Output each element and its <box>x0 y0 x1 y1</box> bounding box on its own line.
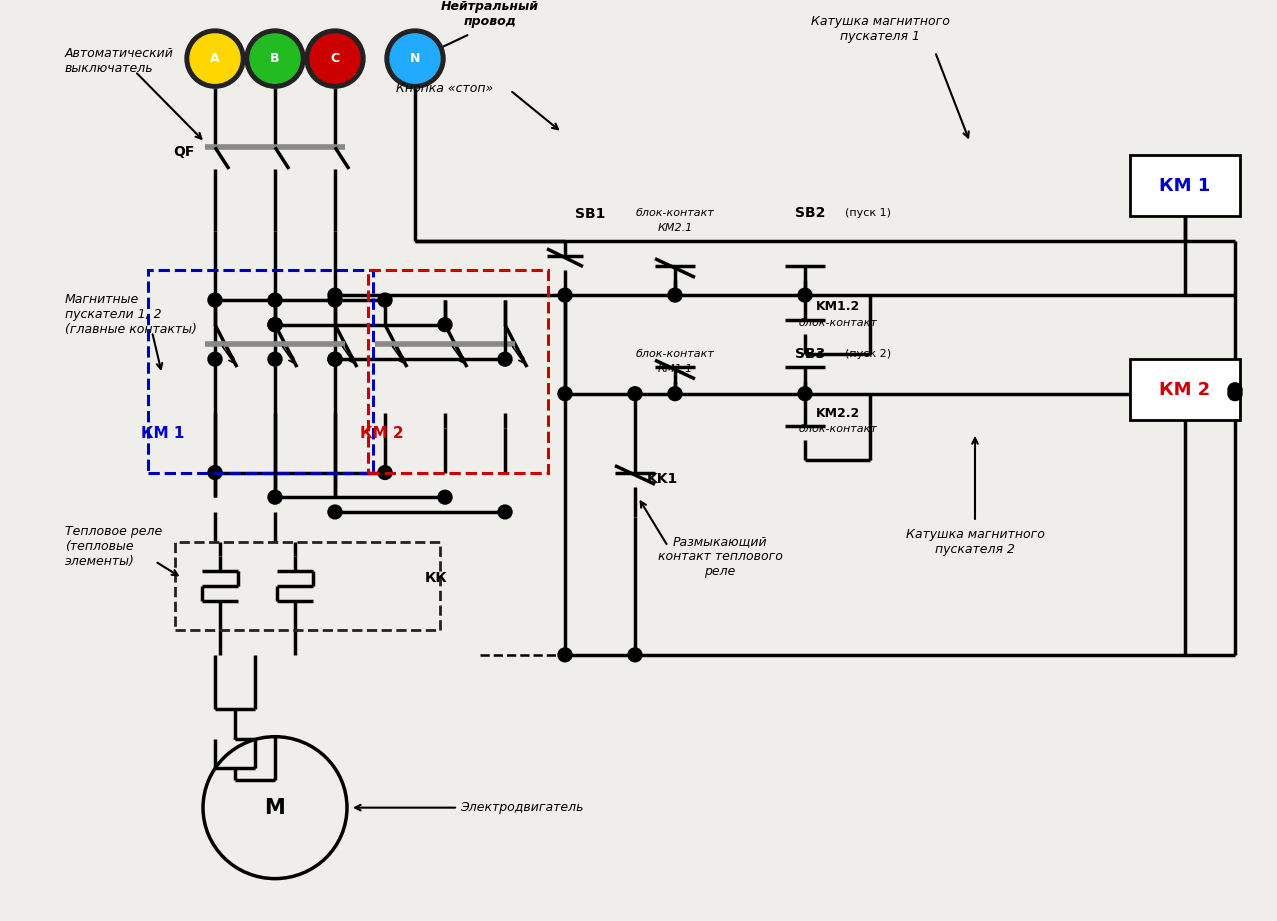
Circle shape <box>328 505 342 519</box>
Text: блок-контакт: блок-контакт <box>798 425 877 434</box>
Circle shape <box>328 293 342 307</box>
Circle shape <box>328 353 342 366</box>
Circle shape <box>628 648 642 662</box>
Circle shape <box>250 34 300 83</box>
Circle shape <box>498 505 512 519</box>
Text: Кнопка «стоп»: Кнопка «стоп» <box>396 82 494 95</box>
Circle shape <box>185 29 245 88</box>
Circle shape <box>268 353 282 366</box>
Text: Размыкающий
контакт теплового
реле: Размыкающий контакт теплового реле <box>658 535 783 577</box>
Bar <box>1130 359 1240 420</box>
Circle shape <box>1228 387 1243 401</box>
Text: блок-контакт: блок-контакт <box>636 208 714 218</box>
Text: Катушка магнитного
пускателя 2: Катушка магнитного пускателя 2 <box>905 528 1045 555</box>
Circle shape <box>558 288 572 302</box>
Text: A: A <box>211 52 220 65</box>
Circle shape <box>378 293 392 307</box>
Circle shape <box>558 648 572 662</box>
Text: Нейтральный
провод: Нейтральный провод <box>441 0 539 29</box>
Text: C: C <box>331 52 340 65</box>
Circle shape <box>498 353 512 366</box>
Text: N: N <box>410 52 420 65</box>
Text: KM2.2: KM2.2 <box>816 407 861 420</box>
Text: Автоматический
выключатель: Автоматический выключатель <box>65 47 174 75</box>
Circle shape <box>798 387 812 401</box>
Circle shape <box>628 387 642 401</box>
Text: КМ2.1: КМ2.1 <box>658 223 692 233</box>
Circle shape <box>328 353 342 366</box>
Circle shape <box>798 288 812 302</box>
Text: КМ 2: КМ 2 <box>360 426 404 440</box>
Text: блок-контакт: блок-контакт <box>636 349 714 359</box>
Circle shape <box>268 318 282 332</box>
Text: KK1: KK1 <box>647 472 678 486</box>
Text: B: B <box>271 52 280 65</box>
Circle shape <box>305 29 365 88</box>
Circle shape <box>310 34 360 83</box>
Text: SB3: SB3 <box>796 347 825 361</box>
Text: КК: КК <box>425 571 448 585</box>
Text: КМ1.1: КМ1.1 <box>658 364 692 374</box>
Circle shape <box>389 34 441 83</box>
Text: (пуск 2): (пуск 2) <box>845 349 891 359</box>
Bar <box>1130 155 1240 216</box>
Circle shape <box>190 34 240 83</box>
Circle shape <box>268 293 282 307</box>
Circle shape <box>245 29 305 88</box>
Text: KM1.2: KM1.2 <box>816 300 861 313</box>
Text: КМ 1: КМ 1 <box>1160 177 1211 194</box>
Circle shape <box>668 288 682 302</box>
Circle shape <box>208 466 222 480</box>
Text: блок-контакт: блок-контакт <box>798 318 877 328</box>
Text: М: М <box>264 798 285 818</box>
Circle shape <box>558 387 572 401</box>
Circle shape <box>208 293 222 307</box>
Circle shape <box>378 466 392 480</box>
Text: Магнитные
пускатели 1, 2
(главные контакты): Магнитные пускатели 1, 2 (главные контак… <box>65 293 197 336</box>
Circle shape <box>438 490 452 504</box>
Text: Электродвигатель: Электродвигатель <box>460 801 584 814</box>
Circle shape <box>328 288 342 302</box>
Text: КМ 1: КМ 1 <box>142 426 185 440</box>
Circle shape <box>268 490 282 504</box>
Circle shape <box>208 353 222 366</box>
Text: SB2: SB2 <box>796 206 825 220</box>
Circle shape <box>268 318 282 332</box>
Circle shape <box>668 387 682 401</box>
Circle shape <box>384 29 444 88</box>
Circle shape <box>1228 383 1243 397</box>
Text: (пуск 1): (пуск 1) <box>845 208 891 218</box>
Text: КМ 2: КМ 2 <box>1160 380 1211 399</box>
Text: SB1: SB1 <box>575 207 605 221</box>
Circle shape <box>438 318 452 332</box>
Text: Катушка магнитного
пускателя 1: Катушка магнитного пускателя 1 <box>811 15 949 43</box>
Text: Тепловое реле
(тепловые
элементы): Тепловое реле (тепловые элементы) <box>65 525 162 568</box>
Text: QF: QF <box>174 146 195 159</box>
